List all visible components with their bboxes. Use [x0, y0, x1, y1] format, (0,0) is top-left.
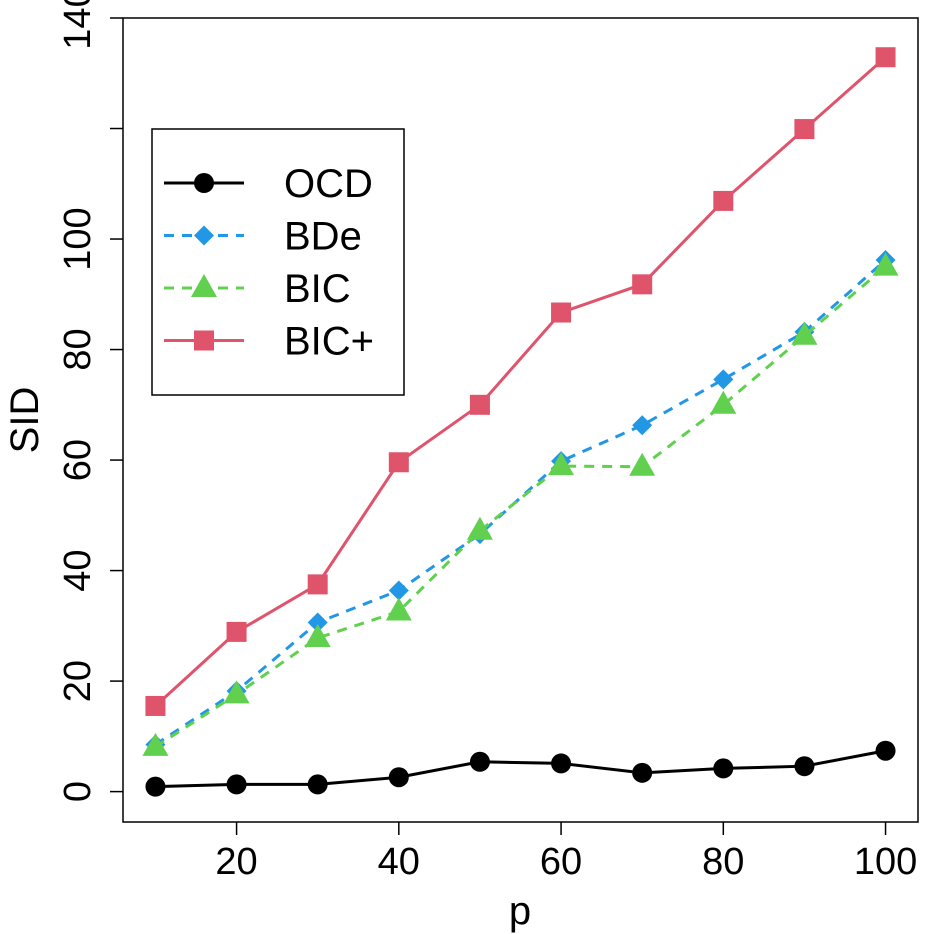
data-point-bde	[713, 369, 734, 390]
data-point-bic-plus	[713, 190, 734, 211]
data-point-bic-plus	[794, 119, 815, 140]
data-point-bic	[385, 597, 412, 621]
x-tick-label: 40	[378, 841, 420, 883]
x-tick-label: 80	[702, 841, 744, 883]
series-line-ocd	[155, 749, 886, 789]
x-axis-title: p	[509, 889, 531, 933]
legend-marker-bic-plus	[194, 330, 214, 351]
data-point-bde	[632, 415, 653, 436]
y-tick-label: 140	[57, 0, 99, 50]
data-point-bde	[388, 580, 409, 601]
data-point-bic	[548, 452, 575, 476]
data-point-ocd	[713, 758, 734, 779]
legend-label-ocd: OCD	[284, 162, 373, 206]
series-line-bic	[154, 265, 887, 749]
data-point-bic	[466, 516, 493, 540]
y-axis: 0 20 40 60 80 100 140	[57, 0, 123, 802]
y-axis-title: SID	[3, 387, 47, 454]
legend-marker-bic	[191, 274, 217, 297]
y-tick-label: 20	[57, 660, 99, 702]
x-tick-label: 100	[854, 841, 917, 883]
data-point-ocd	[551, 753, 572, 774]
data-point-bic-plus	[226, 621, 247, 642]
data-point-bic	[629, 452, 656, 476]
legend-box	[151, 128, 405, 396]
series-layer	[142, 47, 899, 797]
x-axis: 20 40 60 80 100	[215, 822, 917, 883]
legend-marker-bde	[194, 225, 214, 246]
data-point-bic-plus	[875, 47, 896, 68]
data-point-bic-plus	[632, 274, 653, 295]
data-point-ocd	[469, 751, 490, 772]
legend-marker-ocd	[194, 173, 214, 193]
data-point-ocd	[632, 762, 653, 783]
legend-label-bic: BIC	[284, 267, 351, 311]
data-point-ocd	[226, 774, 247, 795]
y-tick-label: 0	[57, 781, 99, 802]
y-tick-label: 40	[57, 549, 99, 591]
data-point-bde	[307, 612, 328, 633]
data-point-ocd	[388, 767, 409, 788]
series-line-bde	[154, 258, 887, 746]
data-point-bic	[791, 321, 818, 345]
data-point-bic-plus	[145, 695, 166, 716]
legend-label-bic-plus: BIC+	[284, 320, 374, 364]
data-point-ocd	[145, 776, 166, 797]
legend-label-bde: BDe	[284, 215, 362, 259]
x-tick-label: 20	[215, 841, 257, 883]
y-tick-label: 80	[57, 328, 99, 370]
data-point-bic	[223, 680, 250, 704]
legend: OCD BDe BIC BIC+	[151, 128, 405, 396]
data-point-bic-plus	[551, 302, 572, 323]
data-point-bic	[142, 732, 169, 756]
data-point-ocd	[307, 774, 328, 795]
data-point-ocd	[794, 756, 815, 777]
data-point-ocd	[875, 740, 896, 761]
data-point-bic-plus	[469, 394, 490, 415]
x-tick-label: 60	[540, 841, 582, 883]
data-point-bic-plus	[388, 452, 409, 473]
data-point-bic	[872, 252, 899, 276]
data-point-bic-plus	[307, 574, 328, 595]
y-tick-label: 100	[57, 207, 99, 270]
data-point-bic	[304, 623, 331, 647]
y-tick-label: 60	[57, 439, 99, 481]
series-line-bic-plus	[154, 56, 887, 708]
data-point-bic	[710, 390, 737, 414]
plot-frame	[122, 17, 919, 823]
